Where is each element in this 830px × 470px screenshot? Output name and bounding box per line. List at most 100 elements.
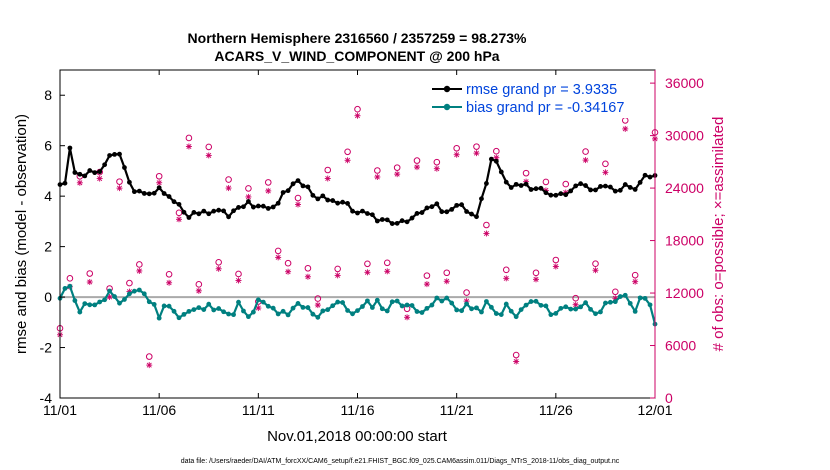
- bias-point: [141, 291, 147, 297]
- obs-assimilated-stroke: [583, 157, 589, 163]
- x-axis-label: Nov.01,2018 00:00:00 start: [267, 428, 448, 445]
- rmse-point: [543, 190, 549, 196]
- rmse-point: [474, 214, 479, 220]
- rmse-point: [528, 187, 534, 192]
- bias-point: [72, 298, 78, 303]
- obs-possible-marker: [572, 294, 579, 302]
- rmse-point: [647, 174, 653, 180]
- obs-possible-marker: [126, 279, 133, 287]
- rmse-point: [310, 192, 316, 198]
- bias-point: [454, 307, 460, 313]
- bias-point: [568, 306, 574, 312]
- obs-assimilated-stroke: [77, 180, 83, 186]
- obs-assimilated-stroke: [553, 263, 559, 270]
- obs-assimilated-marker: [295, 201, 301, 208]
- rmse-point: [300, 183, 306, 189]
- obs-assimilated-stroke: [404, 314, 410, 320]
- obs-possible-marker: [155, 172, 163, 180]
- bias-point: [365, 298, 370, 304]
- bias-point: [508, 308, 514, 314]
- rmse-point: [136, 188, 142, 194]
- rmse-point: [290, 181, 296, 187]
- rmse-point: [325, 197, 331, 203]
- rmse-point: [176, 201, 182, 207]
- legend-box: [430, 78, 650, 118]
- bias-point: [285, 312, 291, 318]
- obs-assimilated-stroke: [275, 254, 281, 260]
- rmse-point: [196, 211, 202, 217]
- obs-assimilated-marker: [414, 164, 420, 171]
- obs-possible-marker: [423, 272, 431, 279]
- y-tick-label: -4: [40, 390, 53, 406]
- rmse-point: [568, 188, 574, 194]
- bias-point: [340, 300, 346, 305]
- bias-point: [166, 303, 172, 309]
- y2-axis-label: # of obs: o=possible; ×=assimilated: [710, 117, 727, 352]
- obs-possible-marker: [592, 260, 599, 268]
- bias-point: [255, 297, 261, 303]
- rmse-point: [598, 184, 603, 189]
- rmse-point: [265, 206, 271, 211]
- y2-axis-ticks: 0 6000 12000 18000 24000 30000 36000: [650, 70, 704, 406]
- obs-possible-marker: [215, 258, 222, 266]
- bias-point: [330, 303, 336, 309]
- rmse-point: [607, 184, 613, 190]
- rmse-point: [246, 199, 251, 204]
- obs-assimilated-stroke: [235, 277, 242, 283]
- obs-assimilated-marker: [384, 268, 391, 275]
- rmse-point: [315, 196, 321, 202]
- bias-point: [404, 302, 410, 308]
- bias-point: [107, 288, 112, 294]
- obs-assimilated-marker: [176, 216, 182, 223]
- obs-possible-marker: [433, 158, 441, 166]
- bias-point: [290, 305, 296, 311]
- obs-possible-marker: [116, 178, 123, 185]
- obs-assimilated-marker: [285, 268, 292, 275]
- obs-possible-marker: [453, 144, 460, 152]
- bias-point: [236, 299, 241, 305]
- obs-assimilated-stroke: [87, 279, 93, 285]
- bias-point: [444, 295, 450, 301]
- chart-subtitle: ACARS_V_WIND_COMPONENT @ 200 hPa: [214, 48, 499, 64]
- obs-assimilated-marker: [632, 278, 639, 285]
- obs-assimilated-stroke: [454, 152, 460, 158]
- obs-assimilated-marker: [394, 171, 401, 178]
- bias-point: [632, 309, 638, 314]
- rmse-point: [166, 194, 172, 199]
- obs-possible-marker: [542, 178, 550, 186]
- obs-assimilated-marker: [136, 267, 143, 274]
- rmse-point: [642, 172, 648, 178]
- obs-possible-marker: [532, 269, 540, 277]
- obs-assimilated-marker: [433, 165, 440, 172]
- bias-point: [310, 311, 316, 317]
- rmse-point: [404, 219, 410, 225]
- obs-possible-marker: [552, 256, 560, 264]
- bias-point: [538, 302, 544, 308]
- bias-point: [573, 306, 579, 312]
- obs-assimilated-stroke: [305, 274, 311, 280]
- bias-point: [543, 303, 549, 309]
- bias-point: [503, 301, 509, 307]
- rmse-point: [236, 205, 241, 210]
- obs-assimilated-stroke: [414, 164, 420, 170]
- obs-assimilated-stroke: [226, 185, 232, 191]
- obs-assimilated-marker: [225, 185, 232, 192]
- obs-possible-marker: [324, 166, 332, 174]
- rmse-point: [231, 208, 236, 214]
- bias-point: [622, 292, 628, 298]
- bias-point: [369, 305, 375, 310]
- obs-assimilated-stroke: [473, 150, 480, 156]
- bias-point: [479, 309, 484, 315]
- obs-possible-marker: [374, 167, 381, 174]
- obs-possible-marker: [145, 353, 153, 360]
- bias-point: [374, 297, 380, 303]
- obs-possible-marker: [413, 157, 421, 164]
- rmse-point: [87, 168, 93, 173]
- bias-point: [399, 303, 405, 309]
- y-tick-label: 4: [44, 188, 52, 204]
- obs-assimilated-stroke: [97, 176, 103, 182]
- bias-point: [409, 303, 415, 308]
- bias-point: [642, 295, 648, 301]
- rmse-point: [191, 210, 197, 215]
- rmse-point: [439, 209, 445, 215]
